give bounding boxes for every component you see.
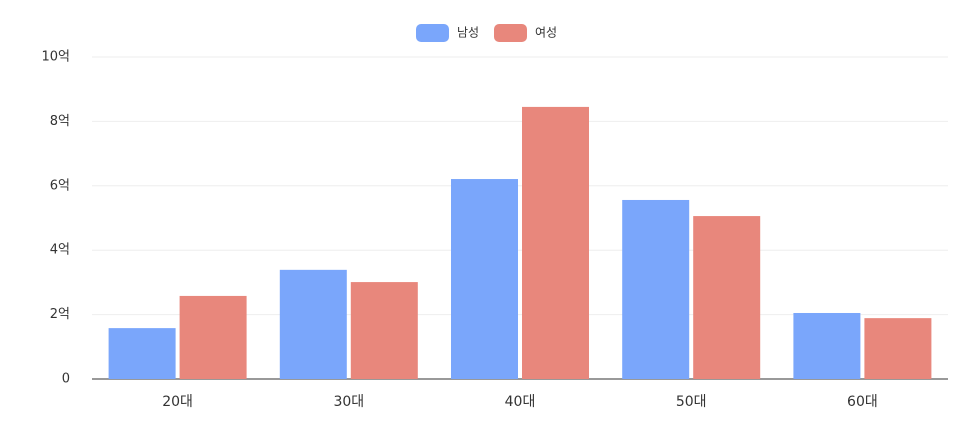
bar	[108, 328, 176, 379]
x-tick-label: 20대	[162, 394, 193, 410]
y-tick-label: 2억	[50, 307, 70, 322]
x-tick-label: 40대	[505, 394, 536, 410]
bar	[451, 179, 518, 379]
legend-label: 여성	[535, 26, 557, 40]
bar	[864, 318, 932, 379]
bar	[522, 106, 589, 379]
bar	[622, 199, 690, 379]
bar	[693, 216, 761, 379]
legend-swatch	[416, 24, 449, 42]
legend-swatch	[494, 24, 527, 42]
x-tick-label: 60대	[847, 394, 878, 410]
y-tick-label: 0	[62, 372, 70, 387]
bar	[350, 282, 418, 379]
bar	[793, 312, 861, 379]
y-tick-label: 4억	[50, 243, 70, 258]
y-tick-label: 10억	[41, 50, 70, 65]
y-tick-label: 8억	[50, 114, 70, 129]
y-tick-label: 6억	[50, 178, 70, 193]
bar	[279, 269, 347, 379]
legend-label: 남성	[457, 26, 479, 40]
x-tick-label: 50대	[676, 394, 707, 410]
x-tick-label: 30대	[333, 394, 364, 410]
bar	[179, 295, 247, 379]
